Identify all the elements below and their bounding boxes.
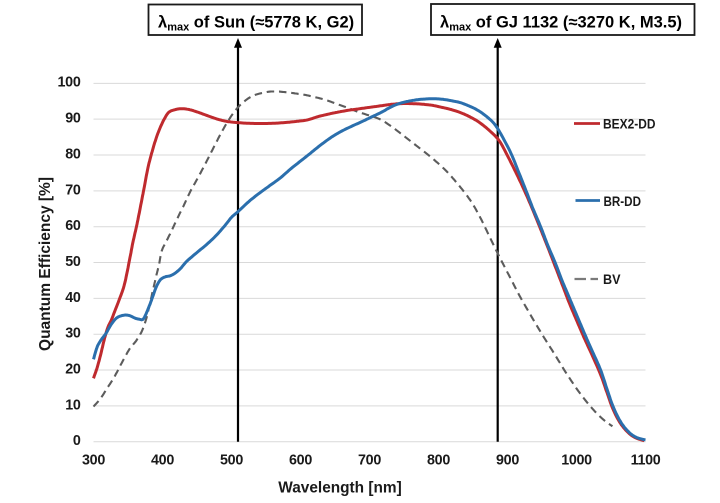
svg-text:λmax of Sun (≈5778 K, G2): λmax of Sun (≈5778 K, G2) [158, 13, 354, 33]
svg-text:70: 70 [65, 182, 81, 198]
svg-text:60: 60 [65, 218, 81, 234]
svg-text:100: 100 [58, 75, 81, 91]
svg-text:0: 0 [73, 433, 81, 449]
svg-text:800: 800 [427, 453, 450, 469]
svg-text:λmax of GJ 1132 (≈3270 K, M3.5: λmax of GJ 1132 (≈3270 K, M3.5) [440, 13, 682, 33]
svg-text:500: 500 [220, 453, 243, 469]
svg-text:10: 10 [65, 397, 81, 413]
svg-text:1000: 1000 [561, 453, 592, 469]
svg-text:50: 50 [65, 254, 81, 270]
svg-text:80: 80 [65, 146, 81, 162]
svg-text:700: 700 [358, 453, 381, 469]
svg-text:900: 900 [496, 453, 519, 469]
svg-text:40: 40 [65, 290, 81, 306]
svg-text:600: 600 [289, 453, 312, 469]
svg-text:Wavelength [nm]: Wavelength [nm] [278, 480, 401, 497]
svg-text:400: 400 [151, 453, 174, 469]
svg-text:30: 30 [65, 326, 81, 342]
svg-text:Quantum Efficiency [%]: Quantum Efficiency [%] [37, 177, 54, 351]
svg-text:1100: 1100 [631, 453, 661, 469]
svg-text:BEX2-DD: BEX2-DD [603, 116, 656, 132]
svg-text:300: 300 [82, 453, 105, 469]
svg-text:90: 90 [65, 111, 81, 127]
svg-text:20: 20 [65, 361, 81, 377]
svg-text:BV: BV [603, 271, 621, 287]
svg-text:BR-DD: BR-DD [604, 193, 642, 209]
